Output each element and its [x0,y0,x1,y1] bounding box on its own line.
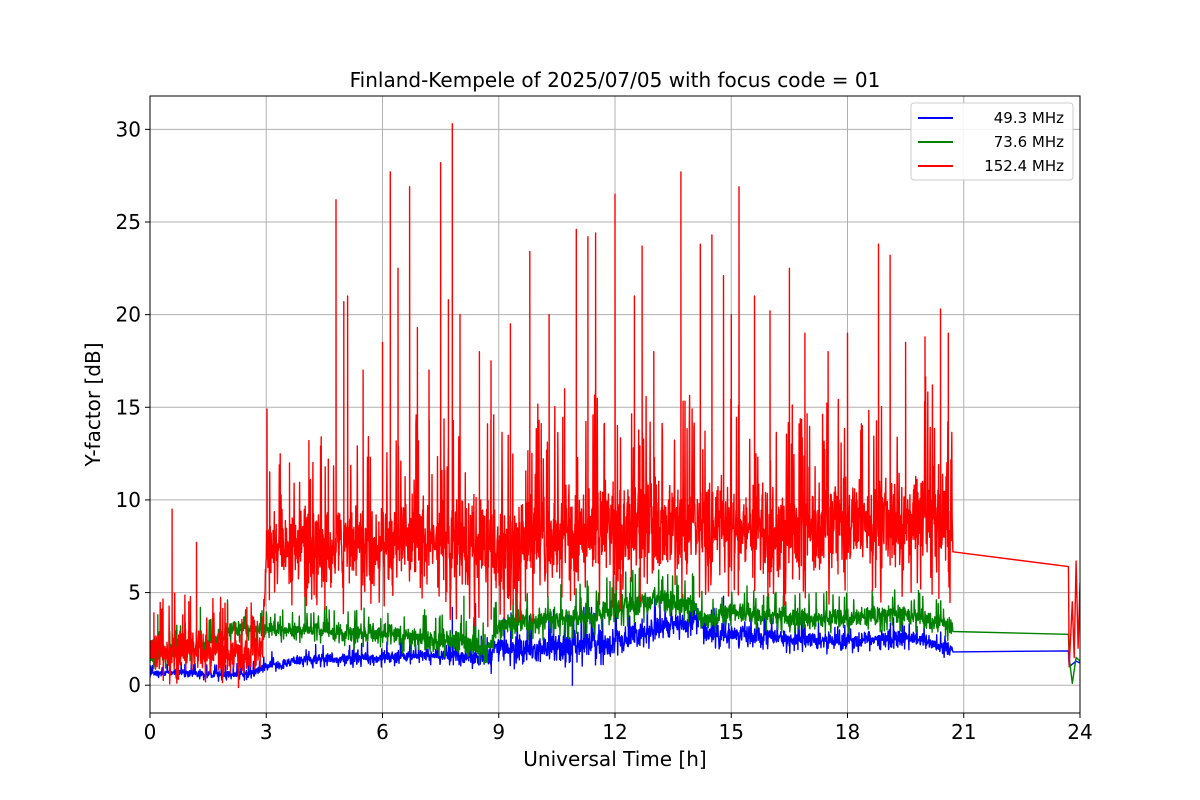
series-line-1 [150,567,1080,685]
x-tick-label: 18 [835,720,860,744]
series-layer [150,123,1080,689]
legend-box [910,102,1074,181]
y-axis-label: Y-factor [dB] [81,342,105,467]
series-line-2 [150,123,1080,689]
axis-ticks: 0 3 6 9 12 15 18 21 24 0 5 10 15 20 25 30 [116,117,1093,744]
x-tick-label: 3 [260,720,273,744]
y-tick-label: 15 [116,395,141,419]
series-line-0 [150,594,1080,686]
y-tick-label: 0 [128,673,141,697]
y-tick-label: 30 [116,117,141,141]
chart-title: Finland-Kempele of 2025/07/05 with focus… [350,68,881,92]
y-tick-label: 10 [116,488,141,512]
x-tick-label: 9 [492,720,505,744]
y-tick-label: 25 [116,210,141,234]
x-axis-label: Universal Time [h] [523,747,706,771]
x-tick-label: 21 [951,720,976,744]
legend-entry-2: 152.4 MHz [984,157,1064,175]
x-tick-label: 24 [1067,720,1092,744]
x-tick-label: 6 [376,720,389,744]
legend-entry-0: 49.3 MHz [994,109,1064,127]
x-tick-label: 12 [602,720,627,744]
x-tick-label: 15 [719,720,744,744]
x-tick-label: 0 [144,720,157,744]
y-tick-label: 20 [116,303,141,327]
legend-entry-1: 73.6 MHz [994,133,1064,151]
plot-area: 0 3 6 9 12 15 18 21 24 0 5 10 15 20 25 30 [116,95,1093,744]
y-tick-label: 5 [128,581,141,605]
legend: 49.3 MHz 73.6 MHz 152.4 MHz [910,102,1074,181]
